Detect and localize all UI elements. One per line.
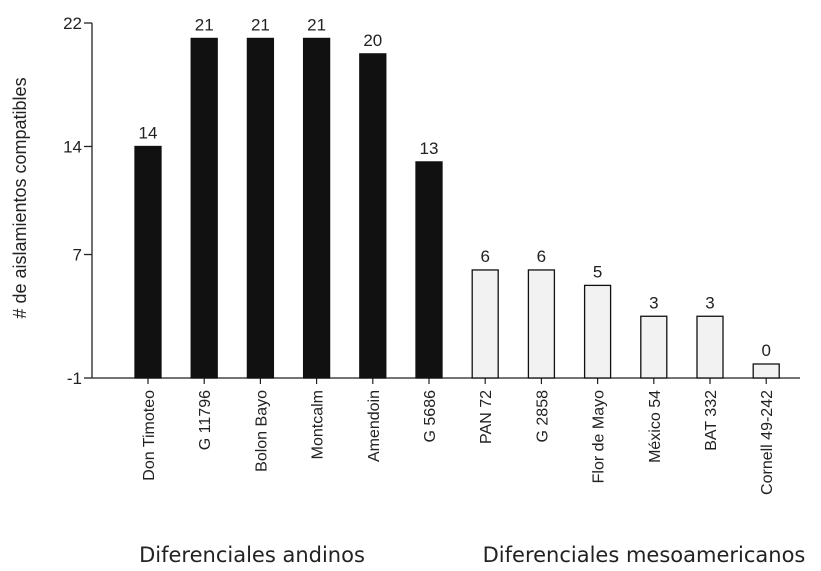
bar-g-11796 [190,37,218,379]
x-tick-label: G 2858 [534,390,551,443]
data-label: 21 [307,15,326,34]
data-label: 3 [649,293,658,312]
bars [134,37,780,379]
data-label: 3 [705,293,714,312]
group-label-andinos: Diferenciales andinos [139,543,365,567]
value-labels: 14 21 21 21 20 13 6 6 5 3 3 0 [139,15,771,360]
x-tick-label: Don Timoteo [141,390,158,481]
bar-pan-72 [471,269,499,379]
x-tick-label: Cornell 49-242 [759,390,776,495]
x-tick-label: Amendoin [366,390,383,462]
x-tick-label: Montcalm [310,390,327,459]
y-tick-label: 14 [63,137,82,156]
x-tick-label: Bolon Bayo [253,390,270,472]
bar-don-timoteo [134,145,162,379]
bar-flor-de-mayo [583,284,612,379]
bar-bat-332 [696,315,724,379]
data-label: 0 [761,341,770,360]
data-label: 20 [363,31,382,50]
x-tick-label: G 5686 [422,390,439,443]
x-tick-label: Flor de Mayo [591,390,608,483]
y-tick-label: 22 [63,14,82,33]
bar-montcalm [302,37,331,379]
data-label: 14 [139,123,158,142]
bar-g-5686 [415,161,443,379]
bar-bolon-bayo [246,37,275,379]
x-tick-label: México 54 [647,390,664,463]
x-tick-label: BAT 332 [703,390,720,451]
bar-g-2858 [527,269,556,379]
data-label: 6 [537,247,546,266]
bar-cornell-49-242 [752,363,780,379]
bar-m-xico-54 [640,315,668,379]
data-label: 6 [480,247,489,266]
y-tick-label: 7 [73,246,82,265]
y-tick-label: -1 [67,369,82,388]
data-label: 13 [420,139,439,158]
data-label: 5 [593,262,602,281]
x-tick-label: G 11796 [197,390,214,450]
data-label: 21 [251,15,270,34]
category-labels: Don Timoteo G 11796 Bolon Bayo Montcalm Amen… [141,390,776,495]
bar-amendoin [359,53,387,379]
data-label: 21 [195,15,214,34]
group-label-mesoamericanos: Diferenciales mesoamericanos [483,543,806,567]
x-tick-label: PAN 72 [478,390,495,444]
y-axis-label: # de aislamientos compatibles [10,77,30,318]
